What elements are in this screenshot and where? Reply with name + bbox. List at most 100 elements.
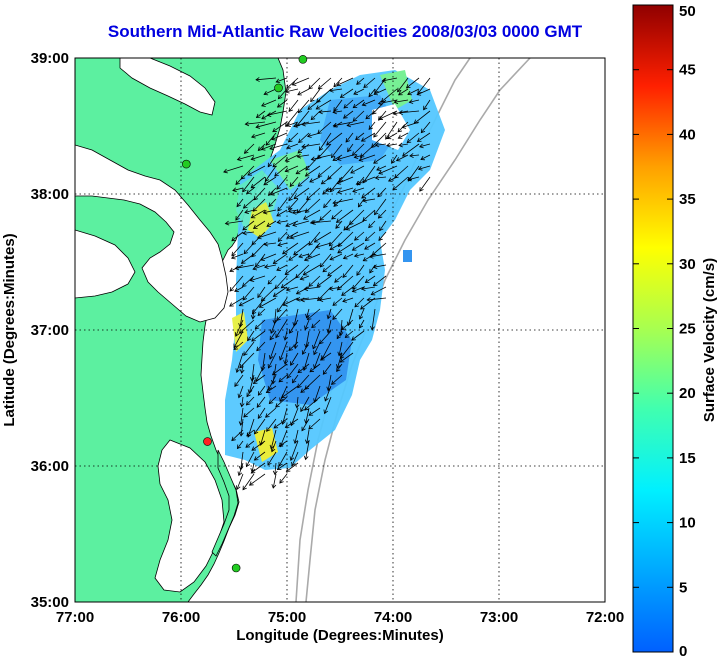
velocity-arrow <box>356 264 365 276</box>
velocity-arrowhead <box>374 142 380 148</box>
velocity-arrow <box>233 341 244 350</box>
velocity-arrow <box>361 187 376 199</box>
colorbar-tick-label: 30 <box>679 256 696 273</box>
velocity-arrow <box>278 440 288 447</box>
velocity-arrow <box>347 308 354 326</box>
velocity-arrowhead <box>284 157 290 162</box>
velocity-arrow <box>316 88 332 103</box>
velocity-arrowhead <box>350 169 355 174</box>
velocity-arrow <box>282 242 299 255</box>
colorbar-tick-label: 45 <box>679 62 696 79</box>
velocity-arrowhead <box>351 336 356 341</box>
velocity-arrowhead <box>361 194 366 199</box>
velocity-arrowhead <box>276 103 282 108</box>
velocity-arrow <box>308 407 321 416</box>
velocity-arrow <box>246 187 255 194</box>
velocity-arrow <box>242 473 255 490</box>
velocity-arrowhead <box>353 154 359 159</box>
velocity-arrowhead <box>304 439 310 445</box>
velocity-arrowhead <box>372 281 378 287</box>
velocity-arrow <box>275 319 288 338</box>
velocity-arrow <box>288 198 299 210</box>
velocity-arrowhead <box>373 159 378 164</box>
velocity-arrow <box>288 132 299 143</box>
velocity-arrowhead <box>373 132 378 138</box>
velocity-arrow <box>397 77 409 93</box>
velocity-arrow <box>347 121 365 126</box>
velocity-arrowhead <box>356 271 361 276</box>
velocity-arrow <box>317 165 332 177</box>
velocity-arrowhead <box>243 351 248 356</box>
velocity-arrowhead <box>335 218 341 223</box>
velocity-arrowhead <box>387 177 393 182</box>
velocity-arrow <box>259 297 277 308</box>
map-grid <box>75 58 605 602</box>
velocity-arrowhead <box>235 180 240 185</box>
velocity-arrow <box>314 231 332 243</box>
velocity-arrowhead <box>230 254 236 260</box>
velocity-arrowhead <box>355 180 361 186</box>
velocity-arrowhead <box>253 456 259 461</box>
velocity-arrow <box>374 198 387 215</box>
velocity-arrowhead <box>398 110 403 115</box>
velocity-arrowhead <box>250 183 256 189</box>
colorbar-tick-label: 20 <box>679 385 696 402</box>
velocity-arrow <box>277 220 288 223</box>
velocity-arrowhead <box>341 291 346 296</box>
velocity-arrow <box>377 187 387 197</box>
velocity-arrowhead <box>284 270 290 275</box>
velocity-arrow <box>241 253 255 264</box>
velocity-arrow <box>420 121 431 133</box>
velocity-arrow <box>235 209 244 221</box>
velocity-arrowhead <box>234 265 240 271</box>
velocity-arrow <box>253 220 266 229</box>
colorbar-tick-label: 25 <box>679 321 696 338</box>
velocity-arrowhead <box>256 234 262 240</box>
velocity-arrowhead <box>313 238 319 243</box>
velocity-arrow <box>322 363 332 375</box>
velocity-arrow <box>304 396 321 411</box>
velocity-arrowhead <box>233 345 239 351</box>
velocity-arrow <box>261 143 277 150</box>
velocity-arrow <box>367 297 387 301</box>
velocity-arrow <box>343 253 354 259</box>
velocity-arrow <box>303 209 321 220</box>
y-tick-label: 35:00 <box>31 594 69 611</box>
velocity-arrow <box>297 99 310 113</box>
velocity-arrowhead <box>341 325 346 331</box>
pamlico-sound <box>154 439 225 593</box>
velocity-arrow <box>276 264 288 271</box>
velocity-arrowhead <box>336 334 341 340</box>
velocity-arrow <box>271 132 288 140</box>
velocity-arrow <box>316 275 332 287</box>
velocity-arrow <box>326 132 343 146</box>
velocity-arrow <box>313 341 321 355</box>
velocity-arrow <box>417 77 431 94</box>
velocity-arrow <box>363 77 376 88</box>
velocity-arrow <box>398 132 409 139</box>
velocity-arrow <box>241 396 244 407</box>
velocity-arrow <box>324 385 332 402</box>
velocity-arrowhead <box>322 370 328 375</box>
velocity-arrow <box>287 363 299 379</box>
velocity-arrowhead <box>336 367 341 373</box>
velocity-arrow <box>276 209 288 217</box>
velocity-arrowhead <box>276 266 281 271</box>
velocity-arrowhead <box>242 204 248 209</box>
velocity-arrowhead <box>296 153 302 159</box>
velocity-arrow <box>267 275 277 285</box>
velocity-arrowhead <box>276 185 281 190</box>
velocity-arrowhead <box>344 333 350 339</box>
velocity-arrowhead <box>295 122 301 128</box>
velocity-arrowhead <box>289 329 294 334</box>
velocity-arrowhead <box>251 337 256 342</box>
velocity-arrowhead <box>258 303 264 308</box>
velocity-arrowhead <box>252 379 258 384</box>
velocity-arrowhead <box>315 244 320 249</box>
velocity-arrowhead <box>308 241 313 246</box>
velocity-arrowhead <box>318 109 323 115</box>
velocity-arrow <box>236 473 244 490</box>
velocity-arrow <box>251 209 266 219</box>
velocity-arrowhead <box>307 253 312 258</box>
